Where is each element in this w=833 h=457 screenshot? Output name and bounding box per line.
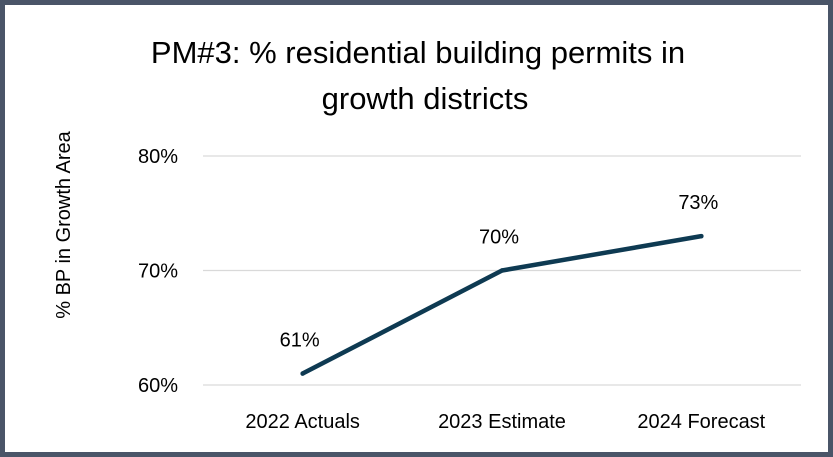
series-line	[300, 233, 704, 376]
x-tick-label: 2023 Estimate	[438, 411, 566, 433]
chart-title-line-2: growth districts	[322, 81, 529, 116]
x-tick-label: 2024 Forecast	[637, 411, 765, 433]
data-label: 73%	[678, 192, 718, 214]
data-point	[699, 233, 704, 239]
data-label: 61%	[280, 330, 320, 352]
y-tick-label: 70%	[138, 261, 178, 283]
y-tick-label: 60%	[138, 375, 178, 397]
data-point	[300, 371, 305, 376]
data-label: 70%	[479, 227, 519, 249]
data-point	[499, 268, 505, 273]
x-tick-label: 2022 Actuals	[245, 411, 360, 433]
chart-title-line-1: PM#3: % residential building permits in	[151, 35, 685, 70]
y-tick-label: 80%	[138, 146, 178, 168]
y-axis-label: % BP in Growth Area	[53, 130, 75, 318]
